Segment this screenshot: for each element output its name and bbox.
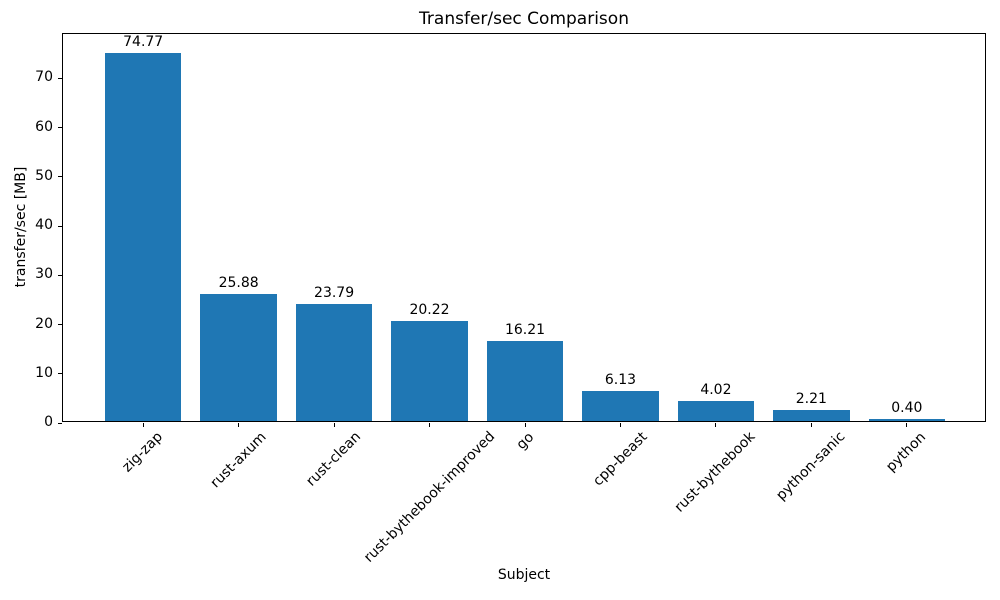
bar-value-label: 4.02: [700, 382, 732, 399]
bar-rust-bythebook: [677, 401, 755, 421]
y-tick-label-10: 10: [35, 364, 53, 381]
x-tick-mark: [142, 423, 144, 427]
y-tick-mark: [58, 324, 62, 326]
y-tick-label-30: 30: [35, 266, 53, 283]
y-tick-mark: [58, 225, 62, 227]
bar-go: [486, 341, 564, 421]
y-tick-mark: [58, 274, 62, 276]
bar-value-label: 25.88: [218, 274, 259, 291]
bar-value-label: 20.22: [409, 302, 450, 319]
bar-cpp-beast: [582, 390, 659, 421]
x-tick-label-rust-clean: rust-clean: [303, 428, 365, 490]
bar-value-label: 2.21: [795, 391, 827, 408]
y-tick-label-40: 40: [35, 217, 53, 234]
bar-rust-bythebook-improved: [391, 321, 468, 421]
x-tick-mark: [238, 423, 240, 427]
bar-rust-axum: [200, 293, 277, 421]
x-tick-label-zig-zap: zig-zap: [119, 428, 167, 476]
bar-value-label: 16.21: [504, 322, 546, 339]
x-tick-label-cpp-beast: cpp-beast: [590, 428, 651, 490]
bar-rust-clean: [295, 303, 373, 421]
y-tick-label-0: 0: [44, 414, 53, 430]
bar-value-label: 0.40: [891, 400, 923, 417]
x-tick-mark: [619, 423, 621, 427]
x-tick-mark: [715, 423, 717, 427]
y-tick-mark: [58, 127, 62, 129]
bar-value-label: 74.77: [123, 33, 164, 50]
x-tick-label-go: go: [513, 428, 537, 453]
bar-value-label: 23.79: [314, 284, 355, 301]
plot-area: 74.77 zig-zap 25.88 rust-axum 23.79 rust-clea…: [35, 33, 986, 566]
bar-value-label: 6.13: [604, 371, 637, 388]
x-tick-label-rust-axum: rust-axum: [207, 429, 270, 492]
y-tick-mark: [58, 373, 62, 375]
x-tick-mark: [810, 423, 812, 427]
chart-title: Transfer/sec Comparison: [419, 9, 629, 29]
x-tick-mark: [906, 423, 908, 427]
y-tick-label-20: 20: [35, 315, 53, 332]
x-tick-mark: [524, 423, 526, 427]
x-axis-label: Subject: [497, 567, 551, 583]
bar-python: [868, 419, 945, 421]
x-tick-label-rust-bythebook-improved: rust-bythebook-improved: [360, 428, 498, 567]
y-tick-label-50: 50: [35, 167, 53, 184]
x-tick-label-python: python: [883, 428, 930, 475]
y-tick-mark: [58, 176, 62, 178]
y-tick-mark: [58, 77, 62, 79]
y-tick-label-70: 70: [35, 69, 53, 86]
x-tick-label-rust-bythebook: rust-bythebook: [672, 429, 759, 516]
x-tick-mark: [333, 423, 335, 427]
bar-zig-zap: [105, 52, 182, 421]
x-tick-label-python-sanic: python-sanic: [773, 428, 849, 505]
y-tick-mark: [58, 422, 62, 424]
bar-python-sanic: [773, 410, 850, 421]
y-tick-label-60: 60: [35, 118, 53, 135]
x-tick-mark: [429, 423, 431, 427]
